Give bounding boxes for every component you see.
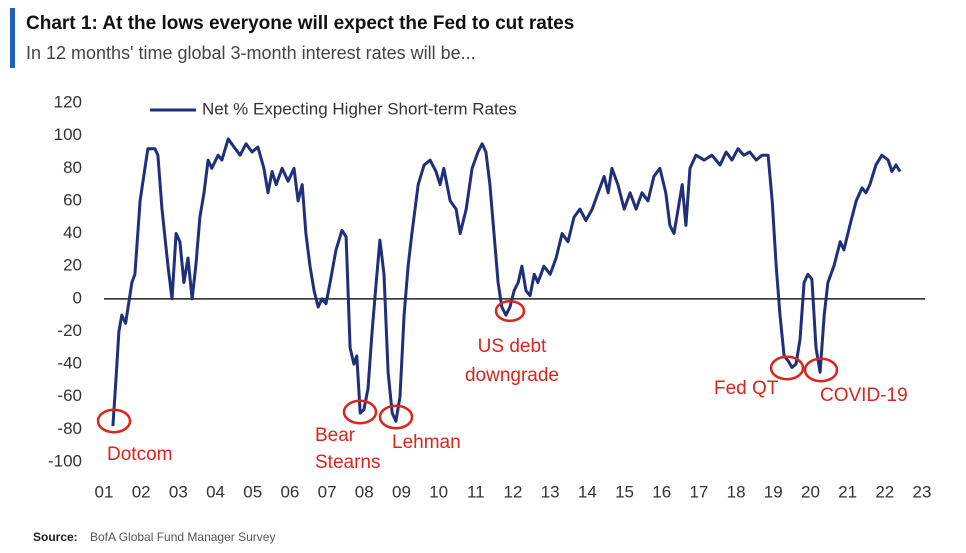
x-tick-label: 09: [392, 482, 411, 501]
annotation: Bear: [315, 425, 356, 446]
x-tick-label: 04: [206, 482, 225, 501]
x-tick-label: 11: [467, 482, 485, 501]
x-tick-label: 01: [95, 482, 114, 501]
x-tick-label: 12: [504, 482, 523, 501]
x-tick-label: 13: [541, 482, 560, 501]
y-tick-label: 60: [63, 190, 82, 209]
chart-title: Chart 1: At the lows everyone will expec…: [26, 13, 574, 34]
y-tick-label: 20: [63, 256, 82, 275]
y-tick-label: 0: [73, 288, 82, 307]
x-tick-label: 08: [355, 482, 374, 501]
annotation: Lehman: [392, 432, 461, 453]
y-tick-label: 40: [63, 223, 82, 242]
annotation: US debt: [478, 336, 547, 357]
x-tick-label: 23: [913, 482, 932, 501]
x-tick-label: 10: [429, 482, 448, 501]
annotation-circle: [769, 355, 805, 381]
annotation: COVID-19: [820, 385, 908, 406]
y-tick-label: -80: [57, 419, 82, 438]
x-tick-label: 15: [615, 482, 634, 501]
y-tick-label: 120: [54, 92, 82, 111]
source-label: Source:: [33, 530, 78, 544]
x-tick-label: 21: [838, 482, 857, 501]
x-tick-label: 14: [578, 482, 597, 501]
annotation: Fed QT: [714, 378, 779, 399]
annotation: Dotcom: [107, 444, 172, 465]
x-tick-label: 16: [652, 482, 671, 501]
chart-subtitle: In 12 months' time global 3-month intere…: [26, 43, 476, 63]
y-tick-label: -40: [57, 354, 82, 373]
annotation-circle: [96, 408, 132, 434]
annotation-circle: [378, 404, 414, 430]
x-tick-label: 06: [280, 482, 299, 501]
annotation-circle: [342, 399, 378, 425]
legend-label: Net % Expecting Higher Short-term Rates: [202, 99, 517, 118]
y-tick-label: 80: [63, 158, 82, 177]
x-tick-label: 22: [875, 482, 894, 501]
source: BofA Global Fund Manager Survey: [90, 530, 275, 544]
annotation: downgrade: [465, 365, 559, 386]
annotation-circle: [494, 299, 526, 323]
title-accent: [10, 8, 15, 68]
x-tick-label: 05: [243, 482, 262, 501]
x-tick-label: 07: [318, 482, 337, 501]
x-tick-label: 17: [689, 482, 708, 501]
line-series: [111, 137, 902, 427]
x-tick-label: 19: [764, 482, 783, 501]
x-tick-label: 18: [727, 482, 746, 501]
annotation-circle: [803, 357, 839, 383]
y-tick-label: -20: [57, 321, 82, 340]
x-tick-label: 20: [801, 482, 820, 501]
annotation: Stearns: [315, 452, 380, 473]
x-tick-label: 02: [132, 482, 151, 501]
y-tick-label: -100: [48, 451, 82, 470]
y-tick-label: 100: [54, 125, 82, 144]
y-tick-label: -60: [57, 386, 82, 405]
x-tick-label: 03: [169, 482, 188, 501]
